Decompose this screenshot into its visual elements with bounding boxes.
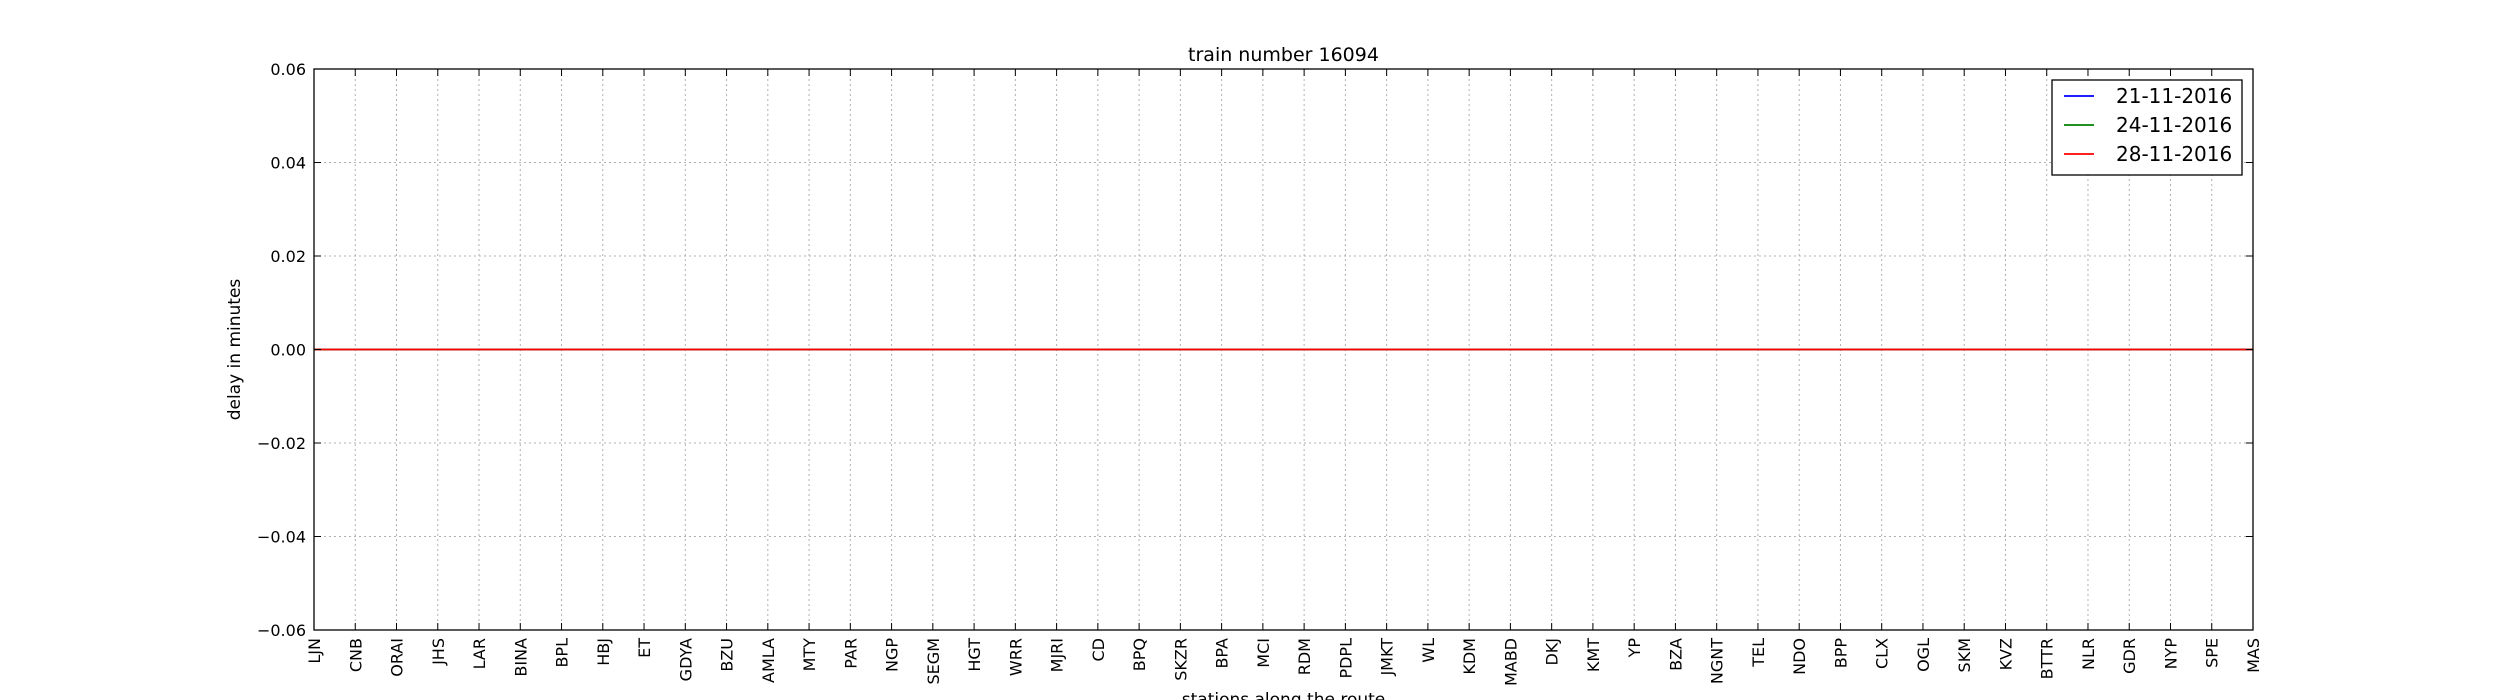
legend-label: 24-11-2016 bbox=[2116, 113, 2232, 137]
x-tick-label: MTY bbox=[800, 638, 819, 672]
x-tick-label: ET bbox=[635, 638, 654, 658]
x-tick-label: PAR bbox=[841, 638, 860, 669]
y-tick-label: −0.04 bbox=[257, 528, 306, 547]
x-tick-label: MAS bbox=[2244, 638, 2263, 673]
y-tick-label: −0.02 bbox=[257, 434, 306, 453]
x-tick-label: MCI bbox=[1254, 638, 1273, 668]
x-tick-label: JMKT bbox=[1378, 638, 1397, 677]
x-tick-label: TEL bbox=[1749, 638, 1768, 668]
x-tick-labels: LJN CNB ORAI JHS LAR BINA BPL HBJ ET GDYA BZU AMLA M… bbox=[305, 638, 2263, 686]
x-tick-label: KMT bbox=[1584, 638, 1603, 672]
x-tick-label: AMLA bbox=[759, 638, 778, 683]
x-tick-label: LAR bbox=[470, 638, 489, 669]
y-tick-labels: 0.06 0.04 0.02 0.00 −0.02 −0.04 −0.06 bbox=[257, 60, 306, 640]
x-tick-label: BPL bbox=[553, 638, 572, 668]
x-tick-label: RDM bbox=[1295, 638, 1314, 675]
x-tick-label: OGL bbox=[1914, 638, 1933, 672]
x-tick-label: WL bbox=[1419, 638, 1438, 663]
x-tick-label: MABD bbox=[1501, 638, 1520, 686]
y-tick-label: −0.06 bbox=[257, 621, 306, 640]
x-tick-label: JHS bbox=[429, 638, 448, 666]
x-tick-label: ORAI bbox=[388, 638, 407, 677]
x-tick-label: SEGM bbox=[924, 638, 943, 684]
legend-label: 28-11-2016 bbox=[2116, 142, 2232, 166]
axis-ticks bbox=[313, 68, 2254, 631]
x-tick-label: SKM bbox=[1955, 638, 1974, 672]
x-tick-label: BTTR bbox=[2038, 638, 2057, 679]
y-tick-label: 0.04 bbox=[270, 154, 306, 173]
x-tick-label: HGT bbox=[965, 638, 984, 672]
x-tick-label: NGNT bbox=[1708, 638, 1727, 684]
x-tick-label: KDM bbox=[1460, 638, 1479, 675]
x-tick-label: CNB bbox=[346, 638, 365, 672]
x-tick-label: SPE bbox=[2203, 638, 2222, 668]
x-tick-label: BINA bbox=[511, 638, 530, 677]
y-axis-label: delay in minutes bbox=[225, 279, 245, 421]
x-tick-label: BPA bbox=[1213, 638, 1232, 669]
y-tick-label: 0.06 bbox=[270, 60, 306, 79]
x-tick-label: NLR bbox=[2079, 638, 2098, 670]
x-tick-label: BZU bbox=[718, 638, 737, 672]
x-tick-label: GDR bbox=[2120, 638, 2139, 674]
x-tick-label: YP bbox=[1625, 638, 1644, 659]
x-tick-label: DKJ bbox=[1543, 638, 1562, 666]
y-tick-label: 0.02 bbox=[270, 247, 306, 266]
x-tick-label: NDO bbox=[1790, 638, 1809, 675]
y-tick-label: 0.00 bbox=[270, 341, 306, 360]
x-tick-label: GDYA bbox=[676, 638, 695, 681]
x-tick-label: CD bbox=[1089, 638, 1108, 662]
x-tick-label: HBJ bbox=[594, 638, 613, 666]
x-tick-label: CLX bbox=[1873, 638, 1892, 669]
x-tick-label: BPQ bbox=[1130, 638, 1149, 671]
x-tick-label: NGP bbox=[883, 638, 902, 672]
x-tick-label: BZA bbox=[1666, 638, 1685, 671]
x-tick-label: SKZR bbox=[1171, 638, 1190, 681]
x-tick-label: KVZ bbox=[1996, 638, 2015, 670]
x-axis-label: stations along the route bbox=[1182, 690, 1386, 700]
legend: 21-11-2016 24-11-2016 28-11-2016 bbox=[2051, 79, 2243, 176]
x-tick-label: LJN bbox=[305, 638, 324, 664]
x-tick-label: WRR bbox=[1006, 638, 1025, 676]
x-tick-label: PDPL bbox=[1336, 638, 1355, 679]
legend-label: 21-11-2016 bbox=[2116, 84, 2232, 108]
chart-title: train number 16094 bbox=[1188, 44, 1379, 66]
x-tick-label: NYP bbox=[2161, 638, 2180, 670]
x-tick-label: BPP bbox=[1831, 638, 1850, 669]
x-tick-label: MJRI bbox=[1048, 638, 1067, 672]
